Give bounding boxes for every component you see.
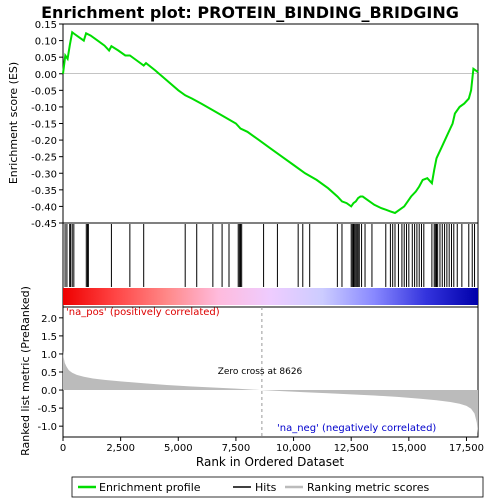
es-y-tick-label: -0.40: [31, 202, 57, 213]
metric-y-axis: 2.0 1.5 1.0 0.5 0.0 -0.5 -1.0: [37, 314, 63, 433]
es-y-axis-label: Enrichment score (ES): [7, 62, 20, 184]
es-y-tick-label: -0.05: [31, 86, 57, 97]
es-y-tick-label: 0.10: [35, 37, 57, 48]
es-y-tick-label: -0.30: [31, 169, 57, 180]
chart-title: Enrichment plot: PROTEIN_BINDING_BRIDGIN…: [41, 3, 459, 22]
x-tick-label: 7,500: [222, 443, 251, 454]
metric-y-tick-label: -1.0: [37, 422, 57, 433]
x-axis: 0 2,500 5,000 7,500 10,000 12,500 15,000 17,500: [60, 437, 484, 454]
negative-label: 'na_neg' (negatively correlated): [277, 423, 436, 434]
metric-y-tick-label: 0.5: [41, 368, 57, 379]
metric-y-tick-label: 0.0: [41, 386, 57, 397]
ranking-metric-area: [63, 350, 478, 434]
hit-marks: [64, 224, 476, 287]
x-tick-label: 2,500: [106, 443, 135, 454]
es-y-tick-label: 0.05: [35, 53, 57, 64]
x-tick-label: 17,500: [449, 443, 484, 454]
es-y-tick-label: -0.10: [31, 103, 57, 114]
metric-y-tick-label: 2.0: [41, 314, 57, 325]
legend-hits-label: Hits: [255, 481, 277, 494]
rank-colorbar: [63, 288, 478, 305]
x-tick-label: 0: [60, 443, 66, 454]
x-tick-label: 12,500: [334, 443, 369, 454]
x-tick-label: 10,000: [276, 443, 311, 454]
x-tick-label: 15,000: [391, 443, 426, 454]
legend-metric-label: Ranking metric scores: [307, 481, 429, 494]
legend-enrichment-label: Enrichment profile: [99, 481, 201, 494]
es-y-tick-label: -0.35: [31, 186, 57, 197]
zero-cross-label: Zero cross at 8626: [218, 367, 303, 377]
es-y-tick-label: -0.15: [31, 120, 57, 131]
positive-label: 'na_pos' (positively correlated): [66, 307, 220, 318]
enrichment-profile-line: [62, 30, 479, 215]
es-y-tick-label: -0.45: [31, 219, 57, 230]
es-y-tick-label: 0.00: [35, 70, 57, 81]
metric-y-tick-label: -0.5: [37, 404, 57, 415]
es-y-tick-label: 0.15: [35, 20, 57, 31]
es-panel-frame: [62, 23, 479, 224]
x-axis-label: Rank in Ordered Dataset: [196, 455, 344, 469]
es-y-tick-label: -0.25: [31, 153, 57, 164]
es-y-tick-label: -0.20: [31, 136, 57, 147]
metric-y-axis-label: Ranked list metric (PreRanked): [19, 286, 32, 456]
metric-panel-frame: [62, 306, 479, 438]
metric-y-tick-label: 1.5: [41, 332, 57, 343]
metric-y-tick-label: 1.0: [41, 350, 57, 361]
legend-box: [71, 476, 484, 498]
x-tick-label: 5,000: [164, 443, 193, 454]
es-y-axis: 0.15 0.10 0.05 0.00 -0.05 -0.10 -0.15 -0.20 -0.2…: [31, 20, 63, 230]
